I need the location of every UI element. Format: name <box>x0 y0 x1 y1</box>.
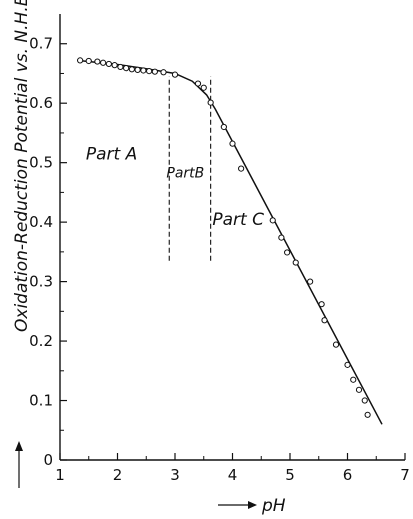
y-tick-label: 0.3 <box>29 273 53 291</box>
data-point <box>284 249 291 256</box>
part-dividers <box>168 76 212 261</box>
data-point <box>111 62 118 69</box>
y-tick-label: 0.2 <box>29 332 53 350</box>
x-tick-label: 6 <box>343 466 353 484</box>
fit-curve-layer <box>77 59 383 425</box>
data-point <box>94 58 101 65</box>
axes: 1 2 3 4 5 6 7 0 0.1 0.2 0.3 0.4 0.5 0.6 0.7 <box>29 14 410 484</box>
data-point <box>146 67 153 75</box>
x-axis-title: pH <box>261 496 286 516</box>
x-tick-label: 3 <box>170 466 180 484</box>
data-point <box>171 71 179 78</box>
data-point <box>77 57 84 64</box>
data-point <box>134 66 141 73</box>
part-label: PartB <box>166 166 204 182</box>
data-point <box>344 361 351 368</box>
y-tick-label: 0 <box>43 451 53 469</box>
data-point <box>85 57 92 65</box>
data-point <box>318 301 325 308</box>
data-point <box>140 67 147 74</box>
data-point <box>151 68 158 75</box>
data-point <box>292 259 299 266</box>
x-tick-label: 2 <box>113 466 123 484</box>
y-tick-label: 0.4 <box>29 213 53 231</box>
data-point <box>364 411 371 418</box>
annotations: Part A PartB Part C <box>86 145 264 230</box>
data-point <box>269 217 276 224</box>
x-axis-arrow-head <box>248 501 257 509</box>
y-axis-title: Oxidation-Reduction Potential vs. N.H.E.… <box>12 0 32 332</box>
x-tick-label: 7 <box>400 466 410 484</box>
part-label: Part A <box>86 145 137 165</box>
data-point <box>307 278 314 285</box>
y-tick-label: 0.5 <box>29 154 53 172</box>
axis-arrows <box>15 441 257 509</box>
fit-curve <box>77 59 383 425</box>
data-point <box>355 386 363 393</box>
data-point <box>278 234 285 241</box>
y-tick-label: 0.7 <box>29 35 53 53</box>
x-tick-label: 5 <box>285 466 295 484</box>
y-axis-arrow-head <box>15 441 23 451</box>
data-point <box>117 63 124 71</box>
data-point <box>100 59 107 66</box>
data-point <box>194 80 202 87</box>
data-point <box>207 99 214 106</box>
data-point <box>321 317 328 324</box>
data-point <box>361 397 368 404</box>
data-point <box>123 65 130 72</box>
data-point <box>105 60 112 68</box>
data-point <box>200 84 207 91</box>
part-label: Part C <box>212 210 264 230</box>
data-point <box>332 341 340 348</box>
y-tick-label: 0.1 <box>29 392 53 410</box>
data-point <box>220 123 227 131</box>
data-point <box>229 140 236 147</box>
data-point <box>350 376 357 383</box>
data-point <box>160 69 167 76</box>
x-tick-label: 4 <box>228 466 238 484</box>
y-tick-label: 0.6 <box>29 94 53 112</box>
x-tick-label: 1 <box>55 466 65 484</box>
data-point <box>238 165 245 172</box>
data-point <box>128 66 135 73</box>
data-points <box>77 57 371 418</box>
